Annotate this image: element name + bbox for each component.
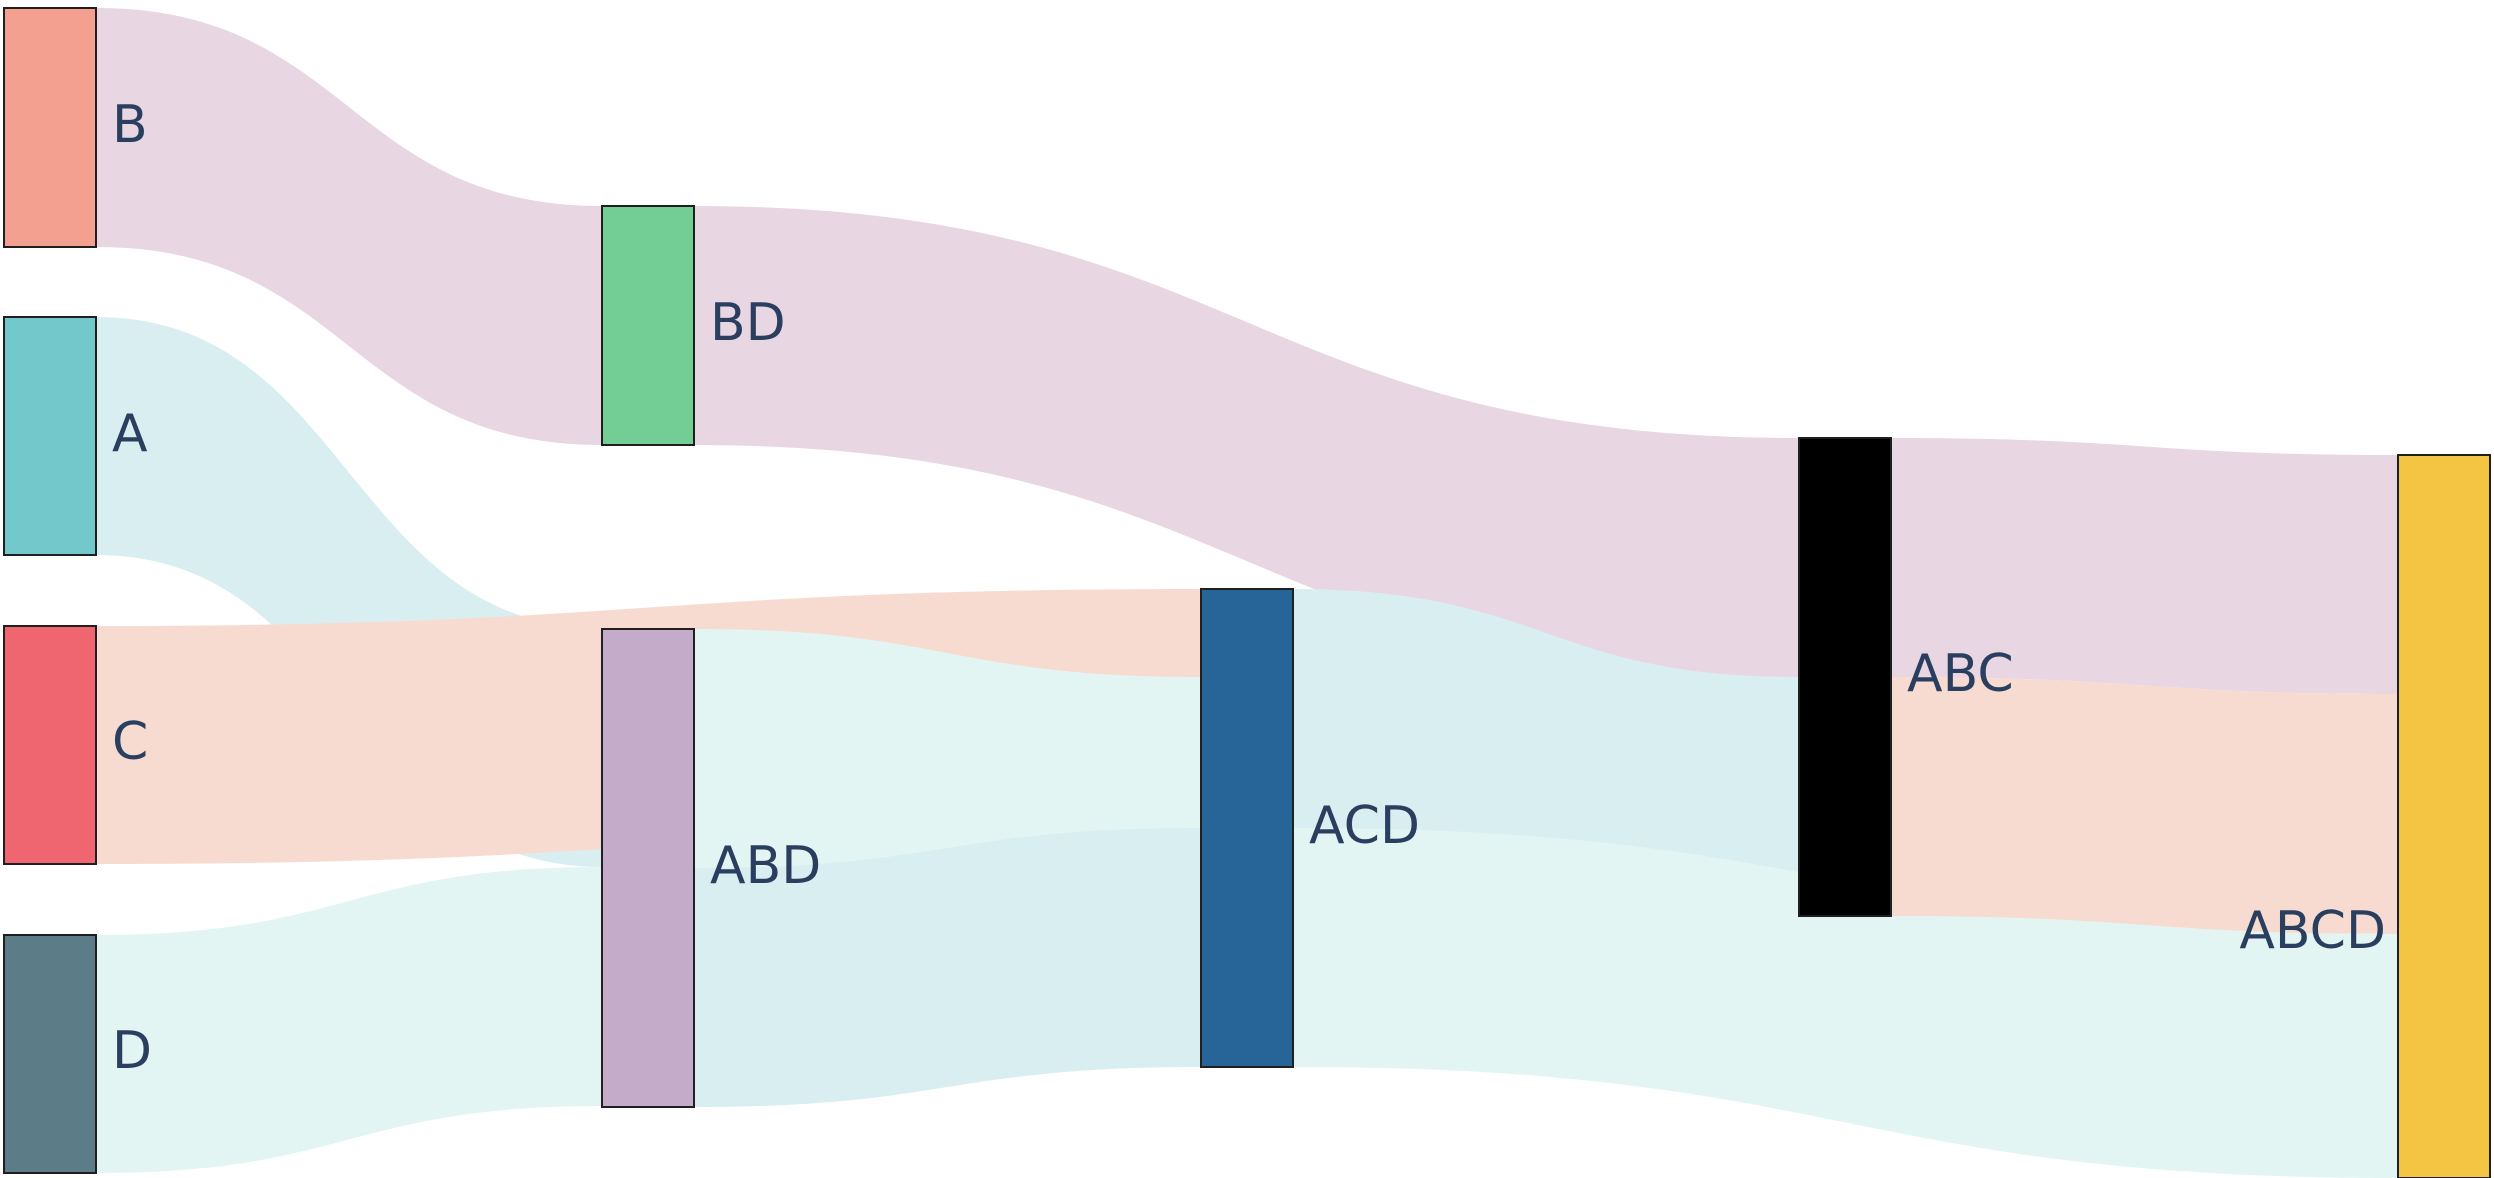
- node-abcd[interactable]: [2397, 454, 2491, 1178]
- link-d-to-abd[interactable]: [96, 867, 602, 1173]
- link-bd-to-abc[interactable]: [694, 206, 1799, 677]
- node-label-bd: BD: [710, 293, 786, 353]
- node-b[interactable]: [3, 7, 97, 248]
- node-label-a: A: [112, 404, 148, 464]
- node-a[interactable]: [3, 316, 97, 556]
- node-label-acd: ACD: [1309, 796, 1420, 856]
- link-abd-to-acd[interactable]: [694, 828, 1201, 1107]
- nodes-layer: [3, 7, 2491, 1178]
- node-label-b: B: [112, 95, 148, 155]
- node-acd[interactable]: [1200, 588, 1294, 1068]
- node-label-c: C: [112, 712, 148, 772]
- node-abd[interactable]: [601, 628, 695, 1108]
- link-abc-to-abcd[interactable]: [1891, 438, 2398, 694]
- node-label-abd: ABD: [710, 836, 821, 896]
- node-c[interactable]: [3, 625, 97, 865]
- link-abc-to-abcd[interactable]: [1891, 677, 2398, 934]
- node-abc[interactable]: [1798, 437, 1892, 917]
- node-label-abcd: ABCD: [2239, 901, 2386, 961]
- node-label-d: D: [112, 1021, 152, 1081]
- node-d[interactable]: [3, 934, 97, 1174]
- node-bd[interactable]: [601, 205, 695, 446]
- link-b-to-bd[interactable]: [96, 8, 602, 445]
- link-acd-to-abcd[interactable]: [1293, 828, 2398, 1178]
- node-label-abc: ABC: [1907, 644, 2014, 704]
